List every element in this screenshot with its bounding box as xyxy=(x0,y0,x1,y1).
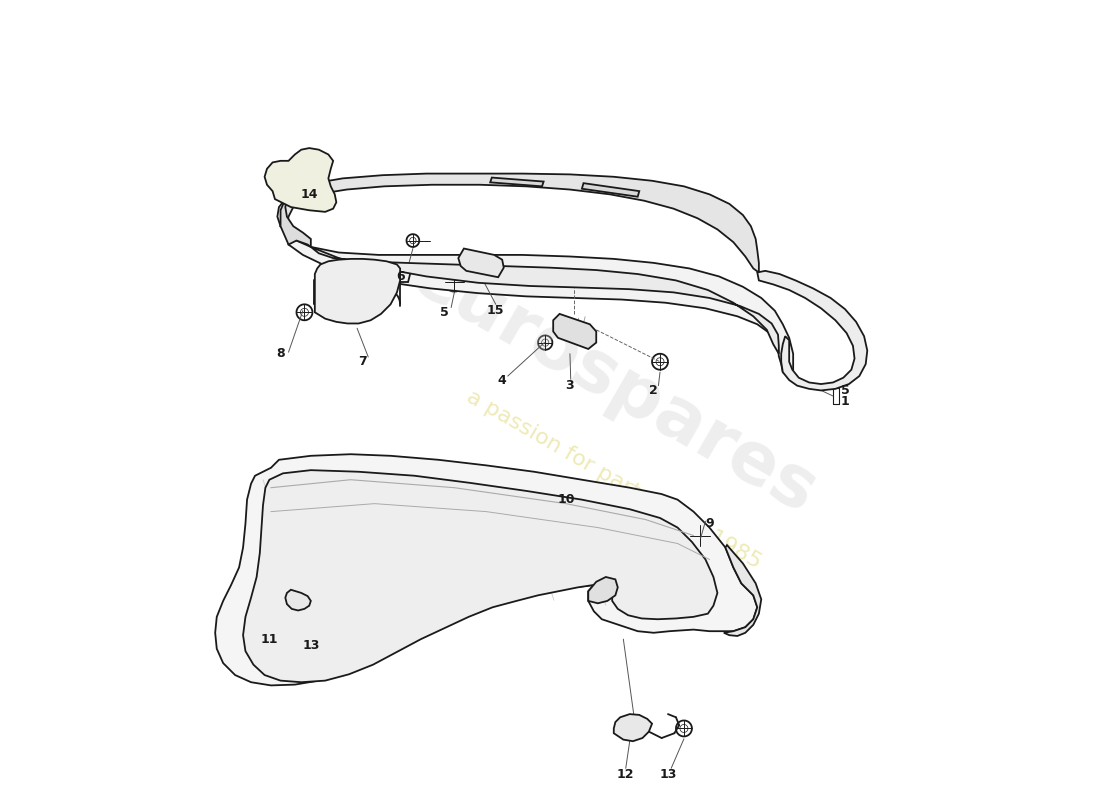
Polygon shape xyxy=(491,178,543,186)
Polygon shape xyxy=(243,470,717,682)
Polygon shape xyxy=(614,714,652,742)
Polygon shape xyxy=(459,249,504,278)
Text: 3: 3 xyxy=(565,379,574,392)
Text: 12: 12 xyxy=(617,768,635,781)
Text: 1: 1 xyxy=(840,395,849,408)
Text: 14: 14 xyxy=(300,188,318,201)
Polygon shape xyxy=(315,259,400,323)
Text: 13: 13 xyxy=(302,639,319,652)
Polygon shape xyxy=(724,545,761,636)
Polygon shape xyxy=(285,590,311,610)
Polygon shape xyxy=(216,454,757,686)
Text: 5: 5 xyxy=(840,384,849,397)
Polygon shape xyxy=(277,191,793,378)
Text: 4: 4 xyxy=(498,374,506,386)
Text: 6: 6 xyxy=(396,270,405,283)
Text: 5: 5 xyxy=(440,306,449,319)
Polygon shape xyxy=(553,314,596,349)
Text: 8: 8 xyxy=(276,347,285,360)
Polygon shape xyxy=(280,174,759,273)
Polygon shape xyxy=(311,247,779,354)
Text: 9: 9 xyxy=(705,517,714,530)
Text: 13: 13 xyxy=(659,768,676,781)
Polygon shape xyxy=(757,271,867,390)
Text: a passion for parts since 1985: a passion for parts since 1985 xyxy=(463,387,764,573)
Text: 15: 15 xyxy=(487,304,505,318)
Text: 10: 10 xyxy=(558,493,574,506)
Text: eurospares: eurospares xyxy=(398,240,829,528)
Text: 2: 2 xyxy=(649,384,658,397)
Text: 7: 7 xyxy=(359,355,367,368)
Polygon shape xyxy=(265,148,337,212)
Polygon shape xyxy=(582,183,639,197)
Polygon shape xyxy=(280,191,311,247)
Text: 11: 11 xyxy=(261,633,278,646)
Polygon shape xyxy=(588,577,618,603)
